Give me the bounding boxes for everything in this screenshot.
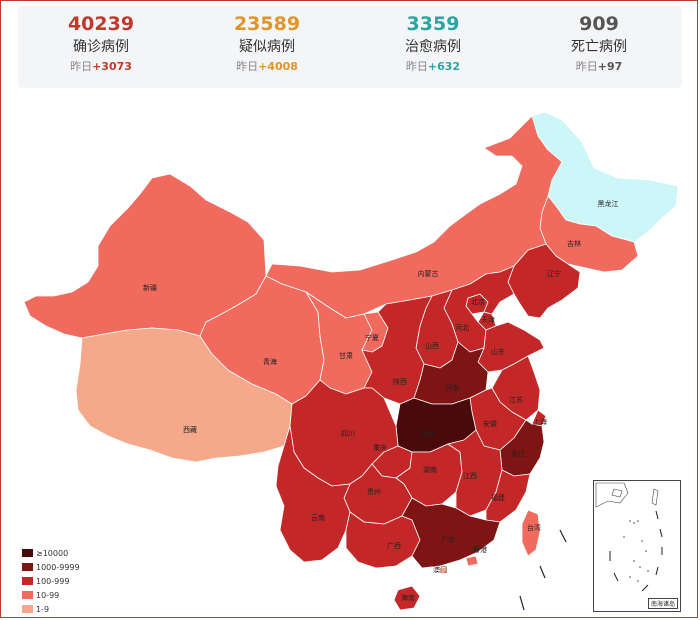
province-label-beijing: 北京	[471, 297, 485, 306]
inset-dashes	[609, 510, 663, 592]
province-label-shanghai: 上海	[533, 417, 547, 426]
suspected-count: 23589	[233, 13, 301, 35]
province-label-sichuan: 四川	[341, 430, 355, 438]
legend-item[interactable]: 1000-9999	[22, 560, 80, 574]
cured-label: 治愈病例	[405, 39, 461, 55]
dead-delta: 昨日+97	[516, 58, 682, 76]
province-label-qinghai: 青海	[263, 357, 277, 366]
suspected-delta: 昨日+4008	[184, 58, 350, 76]
stat-dead: 909 死亡病例 昨日+97	[516, 6, 682, 88]
legend-label: ≥10000	[36, 548, 69, 558]
province-aomen[interactable]	[439, 566, 448, 575]
legend-label: 1000-9999	[36, 562, 80, 572]
province-label-jiangsu: 江苏	[509, 395, 523, 404]
province-label-shanxi: 山西	[425, 341, 439, 350]
province-label-gansu: 甘肃	[339, 351, 353, 360]
legend-swatch	[22, 549, 33, 557]
inset-title: 南海诸岛	[647, 598, 678, 609]
province-label-liaoning: 辽宁	[547, 269, 561, 278]
province-label-fujian: 福建	[491, 493, 505, 502]
south-china-sea-inset: 南海诸岛	[593, 480, 681, 612]
province-label-heilongjiang: 黑龙江	[598, 199, 619, 208]
province-label-anhui: 安徽	[483, 419, 497, 428]
legend-item[interactable]: 1-9	[22, 602, 80, 616]
province-shandong[interactable]	[477, 321, 545, 373]
sea-dash	[519, 595, 525, 611]
province-guangdong[interactable]	[401, 497, 501, 569]
province-fujian[interactable]	[485, 469, 531, 523]
province-hainan[interactable]	[393, 585, 421, 611]
cured-count: 3359	[406, 13, 460, 35]
cured-delta: 昨日+632	[350, 58, 516, 76]
province-label-guangxi: 广西	[387, 541, 401, 550]
province-label-taiwan: 台湾	[527, 523, 541, 532]
province-label-shaanxi: 陕西	[393, 377, 407, 386]
province-label-henan: 河南	[445, 383, 459, 392]
province-label-aomen: 澳门	[433, 565, 447, 574]
stat-suspected: 23589 疑似病例 昨日+4008	[184, 6, 350, 88]
province-label-hubei: 湖北	[421, 429, 435, 438]
legend-item[interactable]: 100-999	[22, 574, 80, 588]
province-label-hunan: 湖南	[423, 465, 437, 474]
sea-dash	[539, 565, 546, 579]
province-taiwan[interactable]	[521, 509, 541, 557]
cured-delta-prefix: 昨日	[405, 60, 428, 73]
legend-item[interactable]: 10-99	[22, 588, 80, 602]
province-label-hebei: 河北	[455, 324, 469, 332]
stat-cured: 3359 治愈病例 昨日+632	[350, 6, 516, 88]
stats-panel: 40239 确诊病例 昨日+3073 23589 疑似病例 昨日+4008 33…	[18, 6, 682, 88]
inset-island-taiwan	[651, 488, 659, 506]
suspected-delta-prefix: 昨日	[236, 60, 259, 73]
inset-islands	[623, 520, 649, 582]
province-label-zhejiang: 浙江	[511, 449, 525, 458]
province-label-xianggang: 香港	[473, 545, 487, 554]
province-label-neimenggu: 内蒙古	[418, 269, 439, 278]
province-label-jilin: 吉林	[567, 239, 581, 248]
legend-label: 10-99	[36, 590, 60, 600]
province-xizang[interactable]	[75, 327, 293, 463]
dead-label: 死亡病例	[571, 39, 627, 55]
province-label-xinjiang: 新疆	[143, 283, 157, 292]
map-legend: ≥10000 1000-9999 100-999 10-99 1-9	[22, 546, 80, 616]
sea-dashes	[519, 529, 567, 611]
cured-delta-value: +632	[427, 60, 461, 73]
dead-delta-value: +97	[597, 60, 623, 73]
province-label-guizhou: 贵州	[367, 487, 381, 496]
province-xianggang[interactable]	[465, 555, 479, 567]
province-label-tianjin: 天津	[481, 316, 495, 324]
inset-map	[595, 482, 663, 592]
province-label-shandong: 山东	[491, 347, 505, 356]
legend-swatch	[22, 591, 33, 599]
province-label-ningxia: 宁夏	[365, 333, 379, 342]
inset-island-hainan	[611, 488, 623, 498]
province-label-chongqing: 重庆	[373, 443, 387, 452]
province-label-xizang: 西藏	[183, 425, 197, 434]
confirmed-label: 确诊病例	[73, 39, 129, 55]
confirmed-delta: 昨日+3073	[18, 58, 184, 76]
confirmed-delta-value: +3073	[92, 60, 132, 73]
province-label-hainan: 海南	[401, 593, 415, 602]
province-label-jiangxi: 江西	[463, 472, 477, 480]
dead-count: 909	[579, 13, 619, 35]
legend-swatch	[22, 577, 33, 585]
suspected-label: 疑似病例	[239, 39, 295, 55]
stat-confirmed: 40239 确诊病例 昨日+3073	[18, 6, 184, 88]
sea-dash	[559, 529, 567, 543]
confirmed-count: 40239	[67, 13, 135, 35]
province-label-guangdong: 广东	[441, 535, 455, 544]
dead-delta-prefix: 昨日	[575, 60, 598, 73]
confirmed-delta-prefix: 昨日	[70, 60, 93, 73]
legend-item[interactable]: ≥10000	[22, 546, 80, 560]
legend-label: 100-999	[36, 576, 70, 586]
suspected-delta-value: +4008	[258, 60, 298, 73]
legend-swatch	[22, 563, 33, 571]
legend-label: 1-9	[36, 604, 50, 614]
province-label-yunnan: 云南	[311, 513, 325, 522]
legend-swatch	[22, 605, 33, 613]
province-shaanxi[interactable]	[361, 295, 433, 405]
